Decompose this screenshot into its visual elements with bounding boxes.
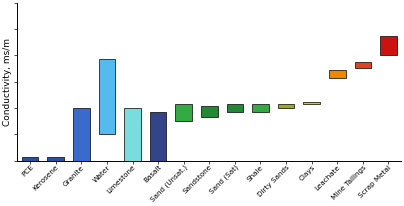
Bar <box>355 62 371 69</box>
Bar <box>150 112 166 160</box>
Bar <box>278 104 295 108</box>
Bar <box>175 104 192 121</box>
Bar <box>73 108 90 160</box>
Bar <box>201 106 218 117</box>
Bar <box>252 104 269 112</box>
Bar <box>329 70 345 78</box>
Bar <box>47 157 64 160</box>
Bar <box>303 102 320 104</box>
Bar <box>22 157 38 160</box>
Y-axis label: Conductivity, ms/m: Conductivity, ms/m <box>3 38 12 126</box>
Bar <box>99 59 115 134</box>
Bar <box>380 36 397 55</box>
Bar <box>124 108 141 160</box>
Bar <box>227 104 243 112</box>
